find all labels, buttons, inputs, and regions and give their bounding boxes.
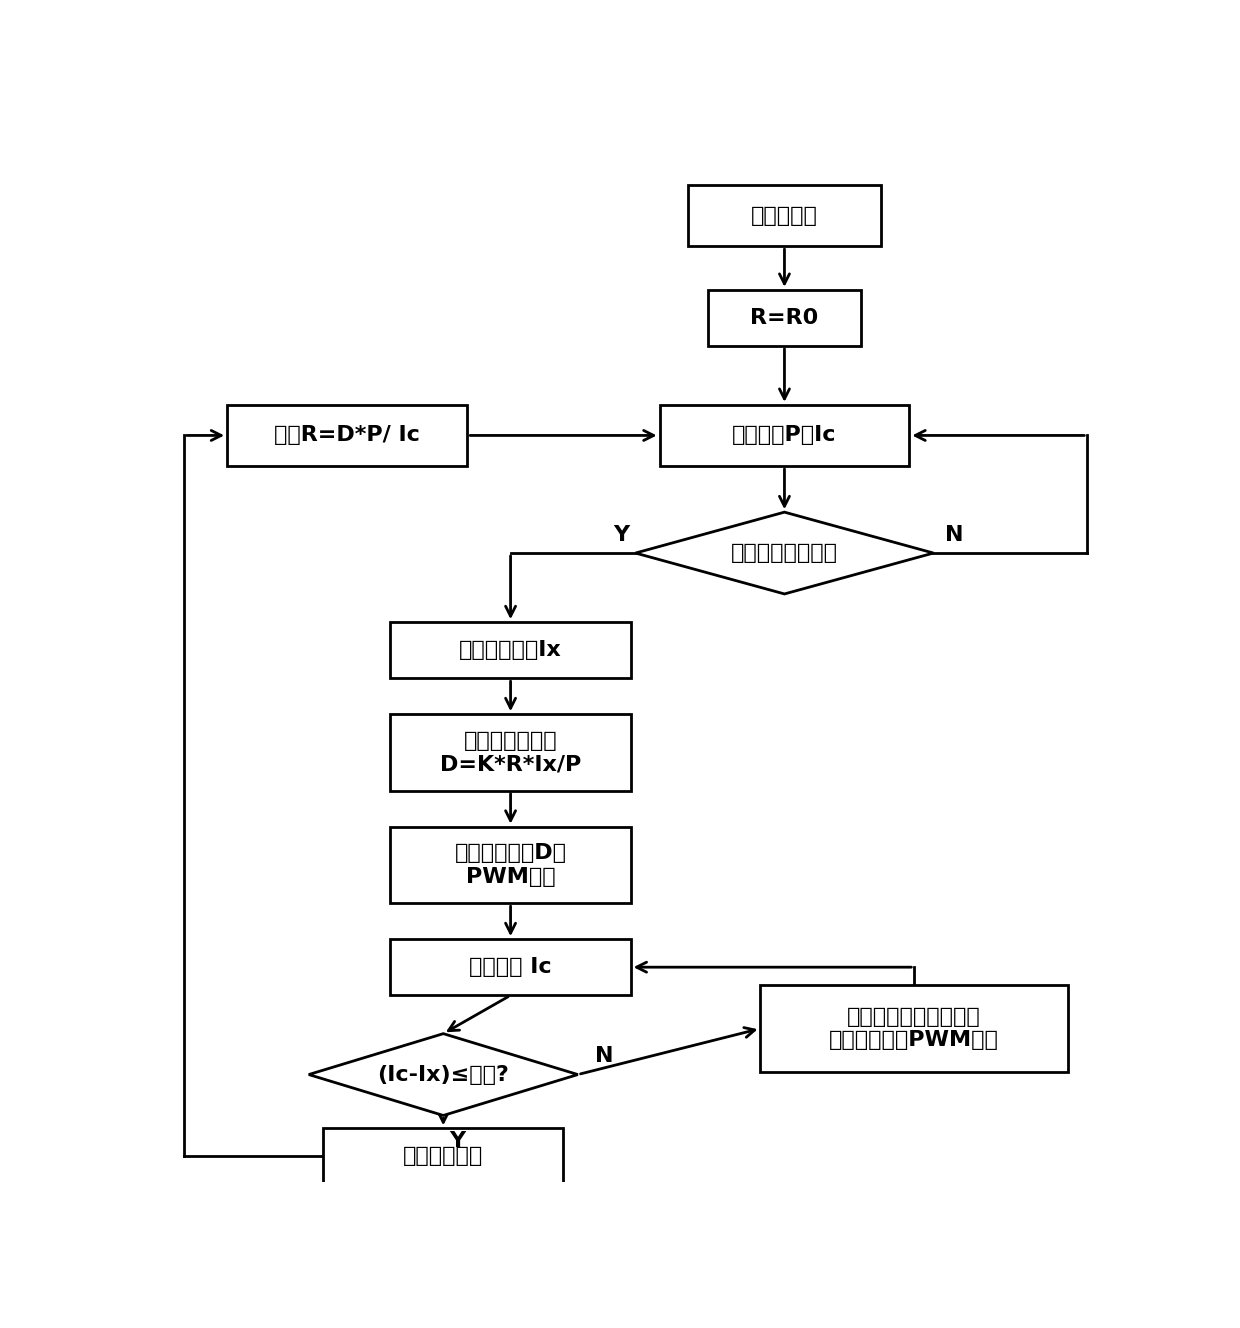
FancyBboxPatch shape bbox=[227, 405, 467, 466]
Text: 控制器上电: 控制器上电 bbox=[751, 206, 818, 226]
Text: N: N bbox=[595, 1046, 614, 1066]
Text: 更新R=D*P/ Ic: 更新R=D*P/ Ic bbox=[274, 425, 420, 445]
Text: 采样更新P和Ic: 采样更新P和Ic bbox=[732, 425, 837, 445]
Text: 采样更新 Ic: 采样更新 Ic bbox=[469, 957, 552, 977]
FancyBboxPatch shape bbox=[324, 1129, 563, 1185]
Polygon shape bbox=[635, 513, 934, 594]
FancyBboxPatch shape bbox=[660, 405, 909, 466]
Text: 采用闭环控制获得新的
占空比并输出PWM信号: 采用闭环控制获得新的 占空比并输出PWM信号 bbox=[830, 1007, 999, 1050]
FancyBboxPatch shape bbox=[708, 290, 862, 347]
Polygon shape bbox=[309, 1033, 578, 1116]
FancyBboxPatch shape bbox=[391, 714, 631, 790]
Text: 本次调节完成: 本次调节完成 bbox=[403, 1146, 484, 1166]
Text: N: N bbox=[945, 525, 963, 544]
FancyBboxPatch shape bbox=[391, 622, 631, 679]
Text: 获取目标电流Ix: 获取目标电流Ix bbox=[459, 640, 562, 660]
Text: Y: Y bbox=[613, 525, 629, 544]
Text: 目标电流是否改变: 目标电流是否改变 bbox=[730, 543, 838, 563]
FancyBboxPatch shape bbox=[391, 939, 631, 995]
FancyBboxPatch shape bbox=[688, 185, 880, 246]
FancyBboxPatch shape bbox=[760, 985, 1068, 1072]
FancyBboxPatch shape bbox=[391, 826, 631, 903]
Text: 计算预估占空比
D=K*R*Ix/P: 计算预估占空比 D=K*R*Ix/P bbox=[440, 730, 582, 774]
Text: 输出占空比为D的
PWM信号: 输出占空比为D的 PWM信号 bbox=[455, 843, 567, 887]
Text: (Ic-Ix)≤误差?: (Ic-Ix)≤误差? bbox=[377, 1065, 510, 1085]
Text: R=R0: R=R0 bbox=[750, 308, 818, 328]
Text: Y: Y bbox=[450, 1131, 466, 1151]
